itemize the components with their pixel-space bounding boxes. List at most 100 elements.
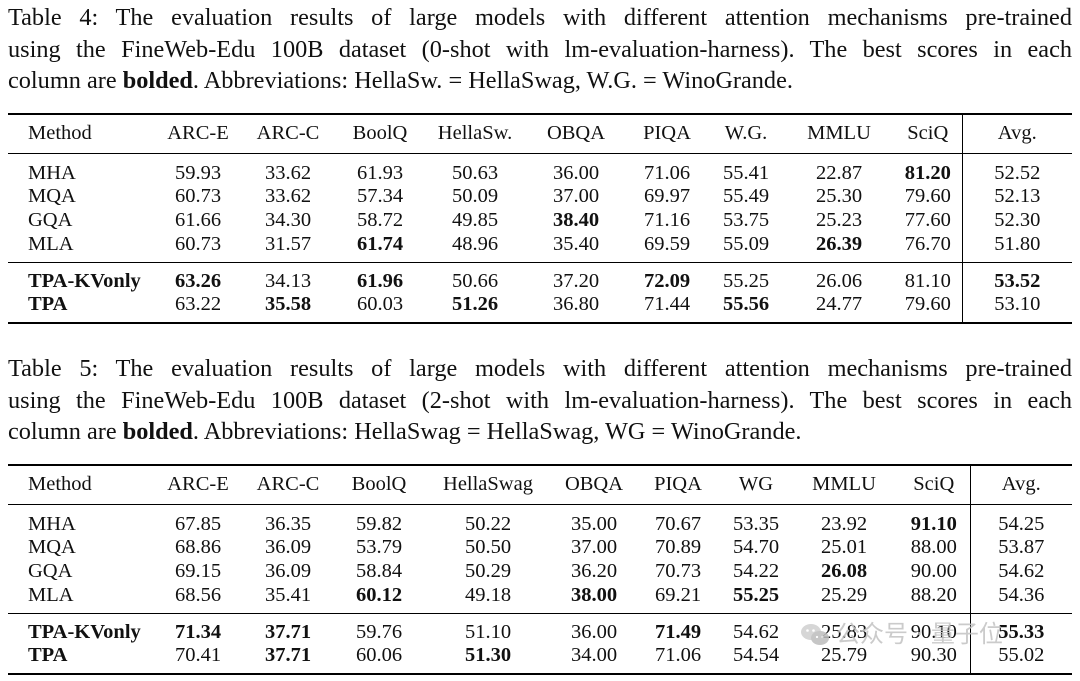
- score-cell: 50.09: [451, 185, 499, 208]
- score-cell: 24.77: [784, 293, 894, 325]
- score-cell: 36.00: [552, 161, 600, 184]
- table-row: MQA 60.73 33.62 57.34 50.09 37.00 69.97 55.49 25…: [8, 184, 1072, 209]
- score-cell: 61.74: [356, 233, 404, 256]
- bold-word: bolded: [122, 67, 193, 94]
- score-cell: 36.09: [264, 536, 312, 559]
- method-cell: MQA: [28, 185, 76, 208]
- score-cell: 90.30: [898, 644, 970, 676]
- score-cell: 54.70: [732, 536, 780, 559]
- header-cell: ARC-E: [156, 464, 240, 505]
- score-cell: 81.20: [904, 161, 951, 184]
- score-cell: 55.49: [722, 185, 770, 208]
- header-cell: Avg.: [961, 113, 1072, 154]
- wechat-icon: [801, 624, 829, 645]
- score-cell: 26.39: [815, 233, 863, 256]
- score-cell: 68.56: [174, 584, 222, 607]
- score-cell: 54.54: [722, 644, 790, 676]
- avg-cell: 53.52: [961, 262, 1072, 294]
- tpa-group: TPA-KVonly 71.34 37.71 59.76 51.10 36.00 71.49…: [8, 613, 1072, 676]
- header-cell: ARC-C: [240, 113, 336, 154]
- avg-cell: 54.36: [969, 584, 1072, 614]
- table-header-row: Method ARC-E ARC-C BoolQ HellaSw. OBQA PIQA W.G…: [8, 113, 1072, 154]
- method-cell: MLA: [28, 233, 74, 256]
- method-cell: GQA: [28, 560, 73, 583]
- score-cell: 37.20: [526, 262, 626, 294]
- score-cell: 90.00: [910, 560, 957, 583]
- score-cell: 36.09: [264, 560, 312, 583]
- header-cell: BoolQ: [336, 113, 424, 154]
- caption-line: using the FineWeb-Edu 100B dataset (0-sh…: [8, 35, 1072, 63]
- caption-line: using the FineWeb-Edu 100B dataset (2-sh…: [8, 386, 1072, 414]
- score-cell: 70.73: [654, 560, 702, 583]
- score-cell: 70.89: [654, 536, 702, 559]
- table-row: MLA 68.56 35.41 60.12 49.18 38.00 69.21 55.25 25…: [8, 584, 1072, 614]
- score-cell: 88.00: [910, 536, 957, 559]
- score-cell: 35.58: [240, 293, 336, 325]
- score-cell: 50.63: [451, 161, 499, 184]
- avg-cell: 54.62: [969, 559, 1072, 585]
- method-cell: MHA: [28, 512, 76, 535]
- score-cell: 34.30: [264, 209, 312, 232]
- avg-cell: 52.13: [961, 184, 1072, 209]
- method-cell: TPA-KVonly: [8, 613, 156, 645]
- table-row: TPA 63.22 35.58 60.03 51.26 36.80 71.44 55.56 24…: [8, 293, 1072, 325]
- score-cell: 50.50: [464, 536, 512, 559]
- header-cell: Avg.: [969, 464, 1072, 505]
- header-cell: WG: [722, 464, 790, 505]
- score-cell: 37.71: [240, 644, 336, 676]
- score-cell: 60.12: [355, 584, 403, 607]
- header-cell: PIQA: [626, 113, 708, 154]
- score-cell: 37.00: [570, 536, 618, 559]
- score-cell: 23.92: [820, 512, 868, 535]
- header-cell: PIQA: [634, 464, 722, 505]
- score-cell: 55.56: [708, 293, 784, 325]
- score-cell: 31.57: [264, 233, 312, 256]
- score-cell: 35.00: [570, 512, 618, 535]
- watermark: 公众号 · 量子位: [800, 617, 1040, 651]
- header-cell: BoolQ: [336, 464, 422, 505]
- avg-cell: 55.02: [969, 644, 1072, 676]
- score-cell: 49.85: [451, 209, 499, 232]
- score-cell: 59.93: [174, 161, 222, 184]
- score-cell: 79.60: [904, 185, 951, 208]
- table-row: TPA-KVonly 63.26 34.13 61.96 50.66 37.20 72.09…: [8, 262, 1072, 294]
- caption-line: Table 5: The evaluation results of large…: [8, 355, 1072, 382]
- method-cell: MQA: [28, 536, 76, 559]
- score-cell: 58.72: [356, 209, 404, 232]
- header-cell: ARC-C: [240, 464, 336, 505]
- score-cell: 51.10: [422, 613, 554, 645]
- score-cell: 69.59: [643, 233, 691, 256]
- header-cell: HellaSw.: [424, 113, 526, 154]
- baseline-group: MHA 59.93 33.62 61.93 50.63 36.00 71.06 55.41 22…: [8, 153, 1072, 263]
- header-cell: SciQ: [898, 464, 970, 505]
- score-cell: 69.21: [654, 584, 702, 607]
- score-cell: 60.03: [336, 293, 424, 325]
- bold-word: bolded: [122, 418, 193, 445]
- header-cell: ARC-E: [156, 113, 240, 154]
- score-cell: 61.93: [356, 161, 404, 184]
- score-cell: 91.10: [910, 512, 957, 535]
- score-cell: 61.96: [336, 262, 424, 294]
- score-cell: 50.66: [424, 262, 526, 294]
- watermark-text: 公众号 · 量子位: [836, 620, 1003, 648]
- caption-line: Table 4: The evaluation results of large…: [8, 4, 1072, 31]
- score-cell: 51.30: [422, 644, 554, 676]
- score-cell: 36.35: [264, 512, 312, 535]
- score-cell: 55.25: [708, 262, 784, 294]
- score-cell: 38.40: [552, 209, 600, 232]
- method-cell: TPA-KVonly: [8, 262, 156, 294]
- avg-cell: 52.30: [961, 208, 1072, 234]
- header-method: Method: [8, 113, 156, 154]
- caption-line: column are bolded. Abbreviations: HellaS…: [8, 67, 793, 94]
- table-row: MHA 59.93 33.62 61.93 50.63 36.00 71.06 55.41 22…: [8, 153, 1072, 185]
- score-cell: 71.06: [643, 161, 691, 184]
- score-cell: 51.26: [424, 293, 526, 325]
- score-cell: 49.18: [464, 584, 512, 607]
- score-cell: 71.06: [634, 644, 722, 676]
- table-row: MHA 67.85 36.35 59.82 50.22 35.00 70.67 53.35 23…: [8, 504, 1072, 536]
- score-cell: 71.49: [634, 613, 722, 645]
- table-5-caption: Table 5: The evaluation results of large…: [8, 353, 1072, 448]
- header-cell: MMLU: [790, 464, 898, 505]
- avg-cell: 52.52: [961, 153, 1072, 185]
